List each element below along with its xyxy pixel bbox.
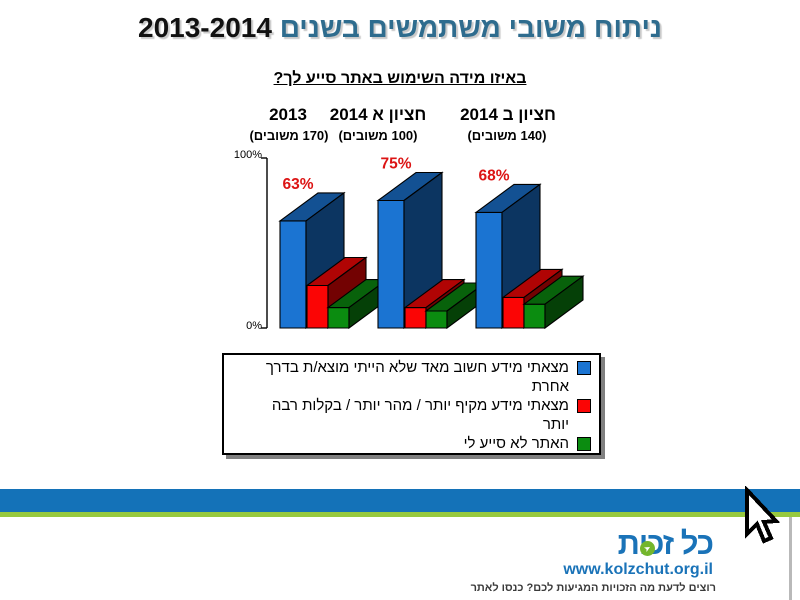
kolzchut-logo-cursor-icon: ➤: [640, 541, 655, 556]
mouse-cursor-icon: [745, 486, 781, 544]
legend-label: מצאתי מידע מקיף יותר / מהר יותר / בקלות …: [271, 397, 569, 433]
legend-swatch-blue: [577, 361, 591, 375]
footer-blue-band: [0, 489, 800, 512]
legend-swatch-green: [577, 437, 591, 451]
legend-item-found-info-faster: מצאתי מידע מקיף יותר / מהר יותר / בקלות …: [247, 396, 593, 434]
bar-front: [523, 303, 546, 329]
chart-question-subtitle: באיזו מידה השימוש באתר סייע לך?: [273, 70, 527, 87]
bar-front: [306, 284, 329, 329]
bar-front: [425, 310, 448, 329]
bar-front: [502, 296, 525, 329]
legend-item-found-important-info: מצאתי מידע חשוב מאד שלא הייתי מוצא/ת בדר…: [247, 358, 593, 396]
footer-green-stripe: [0, 512, 800, 517]
legend-label: האתר לא סייע לי: [463, 435, 569, 452]
legend-item-site-did-not-help: האתר לא סייע לי: [247, 434, 593, 453]
category-sublabel-h1-2014: (100 משובים): [338, 128, 418, 143]
kolzchut-logo: כל זכות: [617, 526, 714, 561]
bar-value-label: 63%: [282, 176, 313, 193]
bar-value-label: 68%: [478, 167, 509, 184]
bar-front: [475, 211, 503, 329]
bar-front: [377, 199, 405, 329]
right-edge-divider: [789, 517, 792, 600]
category-label-h1-2014: חציון א 2014: [329, 105, 427, 124]
bar-side: [544, 275, 584, 330]
y-axis-label-100: 100%: [233, 149, 262, 161]
kolzchut-url[interactable]: www.kolzchut.org.il: [563, 561, 713, 578]
category-label-h2-2014: חציון ב 2014: [460, 105, 556, 124]
slide-title-years: 2013-2014: [138, 12, 272, 43]
bar-front: [327, 307, 350, 329]
chart-legend: מצאתי מידע חשוב מאד שלא הייתי מוצא/ת בדר…: [222, 353, 601, 455]
kolzchut-tagline: רוצים לדעת מה הזכויות המגיעות לכם? כנסו …: [470, 582, 716, 594]
slide-title-text: ניתוח משובי משתמשים בשנים: [279, 12, 662, 43]
category-sublabel-2013: (170 משובים): [249, 128, 329, 143]
bar-value-label: 75%: [380, 156, 411, 173]
bar-front: [404, 307, 427, 329]
slide-title: ניתוח משובי משתמשים בשנים 2013-2014: [0, 12, 800, 44]
y-axis-label-0: 0%: [246, 320, 262, 332]
legend-swatch-red: [577, 399, 591, 413]
legend-label: מצאתי מידע חשוב מאד שלא הייתי מוצא/ת בדר…: [265, 359, 569, 395]
bar-front: [279, 220, 307, 329]
category-label-2013: 2013: [269, 105, 307, 124]
category-sublabel-h2-2014: (140 משובים): [467, 128, 547, 143]
